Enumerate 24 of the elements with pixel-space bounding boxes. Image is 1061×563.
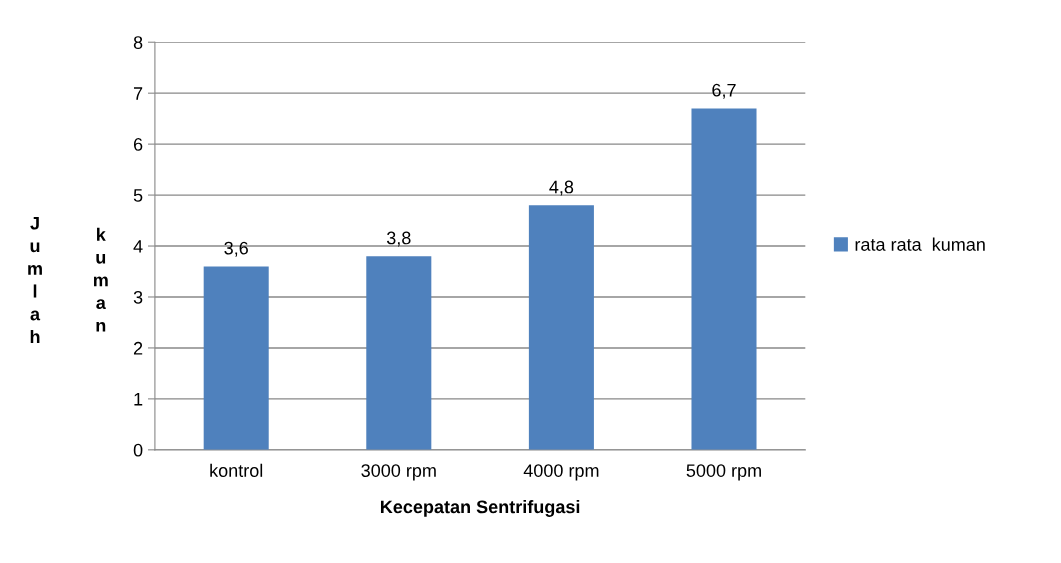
y-tick-label: 0 — [133, 443, 143, 457]
y-tick-label: 8 — [133, 36, 143, 49]
y-tick-label: 2 — [133, 341, 143, 355]
x-tick-label: kontrol — [210, 463, 263, 477]
bar — [366, 256, 432, 450]
y-tick-label: 4 — [133, 240, 143, 253]
data-label: 3,8 — [386, 231, 411, 247]
x-tick-label: 3000 rpm — [361, 464, 436, 481]
y-tick-label: 6 — [133, 138, 143, 151]
legend-label: rata rata kuman — [855, 237, 985, 251]
y-tick-label: 5 — [133, 189, 143, 202]
bar — [528, 205, 594, 450]
y-tick-label: 3 — [133, 290, 143, 304]
y-tick-label: 1 — [134, 393, 143, 406]
x-tick-label: 5000 rpm — [686, 464, 761, 481]
data-label: 6,7 — [712, 83, 736, 99]
text: Jumlah kuman — [28, 216, 108, 343]
bar — [691, 108, 757, 450]
bar — [203, 266, 269, 450]
x-axis-title: Kecepatan Sentrifugasi — [380, 500, 580, 517]
y-tick-label: 7 — [133, 87, 143, 100]
x-tick-label: 4000 rpm — [523, 464, 599, 481]
data-label: 4,8 — [549, 180, 574, 196]
data-label: 3,6 — [224, 241, 248, 257]
